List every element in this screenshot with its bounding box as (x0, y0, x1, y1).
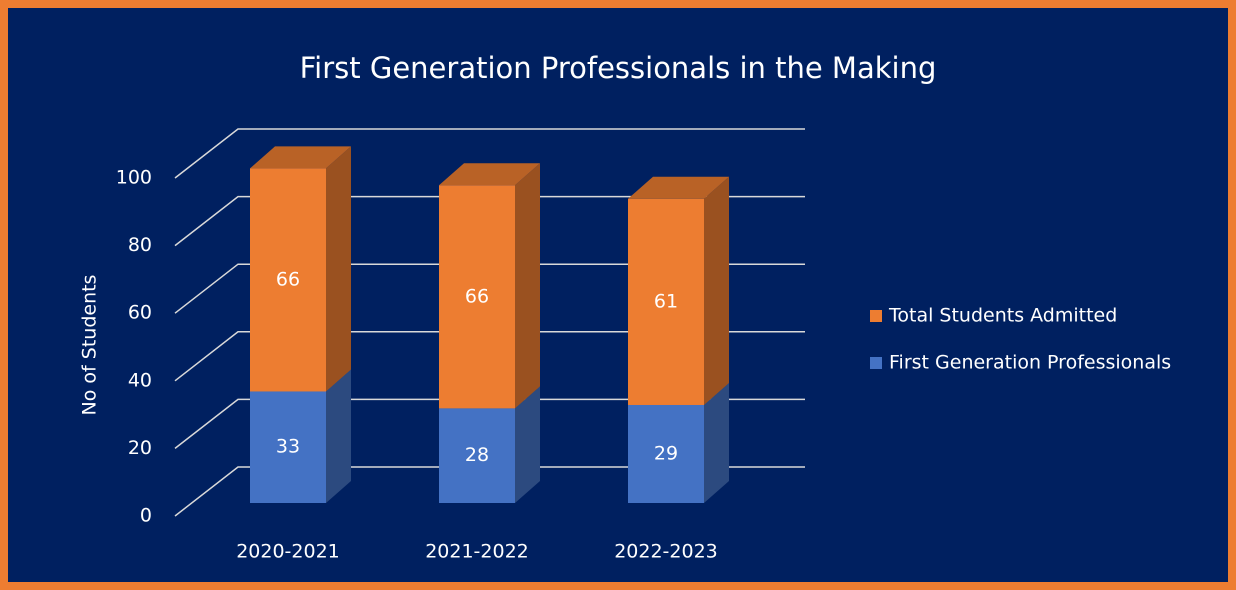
bar-segment (250, 146, 351, 392)
bar-segment (628, 176, 729, 405)
bar-side (704, 176, 729, 405)
bar-side (704, 382, 729, 503)
bar-front (250, 168, 326, 392)
bar-side (515, 386, 540, 503)
bar-front (439, 185, 515, 409)
data-label: 33 (276, 436, 300, 458)
y-tick-label: 100 (116, 167, 152, 189)
grid-line (174, 128, 805, 179)
data-label: 66 (465, 285, 489, 307)
legend-swatch (870, 357, 882, 369)
bar-side (326, 146, 351, 392)
bar-front (628, 404, 704, 503)
y-axis-label: No of Students (79, 275, 101, 416)
bar-side (326, 369, 351, 503)
grid-line (174, 195, 805, 247)
bar-side (515, 163, 540, 409)
bar-top (439, 163, 540, 186)
bars: 2020-2021 33 66 2021-2022 28 66 2022-2023 29 61 (236, 146, 729, 563)
bar-front (628, 198, 704, 405)
x-tick-label: 2021-2022 (425, 541, 529, 563)
y-tick-label: 0 (140, 505, 152, 527)
y-tick-label: 40 (128, 369, 152, 391)
x-tick-label: 2022-2023 (614, 541, 718, 563)
bar-segment (439, 163, 540, 409)
legend-label: First Generation Professionals (889, 352, 1171, 374)
grid: 0 20 40 60 80 100 (116, 128, 805, 527)
grid-line (174, 263, 805, 314)
legend-swatch (870, 310, 882, 322)
data-label: 28 (465, 444, 489, 466)
legend-label: Total Students Admitted (888, 305, 1117, 327)
bar-front (439, 408, 515, 503)
legend: First Generation Professionals Total Stud… (870, 305, 1171, 374)
chart-title: First Generation Professionals in the Ma… (300, 51, 937, 85)
y-tick-label: 80 (128, 234, 152, 256)
y-tick-label: 60 (128, 302, 152, 324)
bar-front (250, 391, 326, 503)
bar-top (250, 146, 351, 169)
x-tick-label: 2020-2021 (236, 541, 340, 563)
y-tick-label: 20 (128, 437, 152, 459)
data-label: 66 (276, 268, 300, 290)
data-label: 29 (654, 442, 678, 464)
data-label: 61 (654, 290, 678, 312)
grid-line (174, 398, 805, 449)
bar-top (628, 176, 729, 199)
grid-line (174, 466, 805, 517)
grid-line (174, 331, 805, 382)
